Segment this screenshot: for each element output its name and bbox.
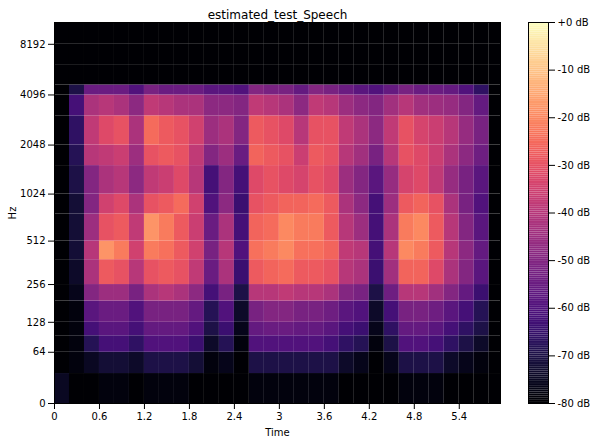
svg-text:4096: 4096 [20, 89, 45, 100]
svg-text:0: 0 [39, 398, 45, 409]
svg-text:Time: Time [264, 427, 289, 438]
svg-text:2048: 2048 [20, 139, 45, 150]
svg-text:Hz: Hz [7, 207, 18, 220]
svg-text:8192: 8192 [20, 39, 45, 50]
svg-text:+0 dB: +0 dB [558, 17, 589, 28]
svg-text:4.8: 4.8 [406, 411, 422, 422]
svg-text:-50 dB: -50 dB [558, 255, 591, 266]
svg-text:3.6: 3.6 [316, 411, 332, 422]
svg-text:1.2: 1.2 [136, 411, 152, 422]
svg-text:-70 dB: -70 dB [558, 350, 591, 361]
svg-text:0.6: 0.6 [92, 411, 108, 422]
svg-text:-80 dB: -80 dB [558, 398, 591, 409]
svg-text:5.4: 5.4 [451, 411, 467, 422]
svg-text:256: 256 [26, 279, 45, 290]
svg-text:512: 512 [26, 235, 45, 246]
svg-text:-20 dB: -20 dB [558, 112, 591, 123]
svg-text:estimated_test_Speech: estimated_test_Speech [208, 8, 348, 22]
svg-text:64: 64 [33, 346, 46, 357]
svg-text:1024: 1024 [20, 188, 45, 199]
svg-text:-30 dB: -30 dB [558, 160, 591, 171]
svg-text:-60 dB: -60 dB [558, 302, 591, 313]
svg-text:4.2: 4.2 [361, 411, 377, 422]
svg-text:128: 128 [26, 317, 45, 328]
svg-text:0: 0 [51, 411, 57, 422]
svg-text:2.4: 2.4 [226, 411, 242, 422]
svg-text:3: 3 [276, 411, 282, 422]
svg-text:-40 dB: -40 dB [558, 207, 591, 218]
svg-text:1.8: 1.8 [181, 411, 197, 422]
svg-text:-10 dB: -10 dB [558, 64, 591, 75]
